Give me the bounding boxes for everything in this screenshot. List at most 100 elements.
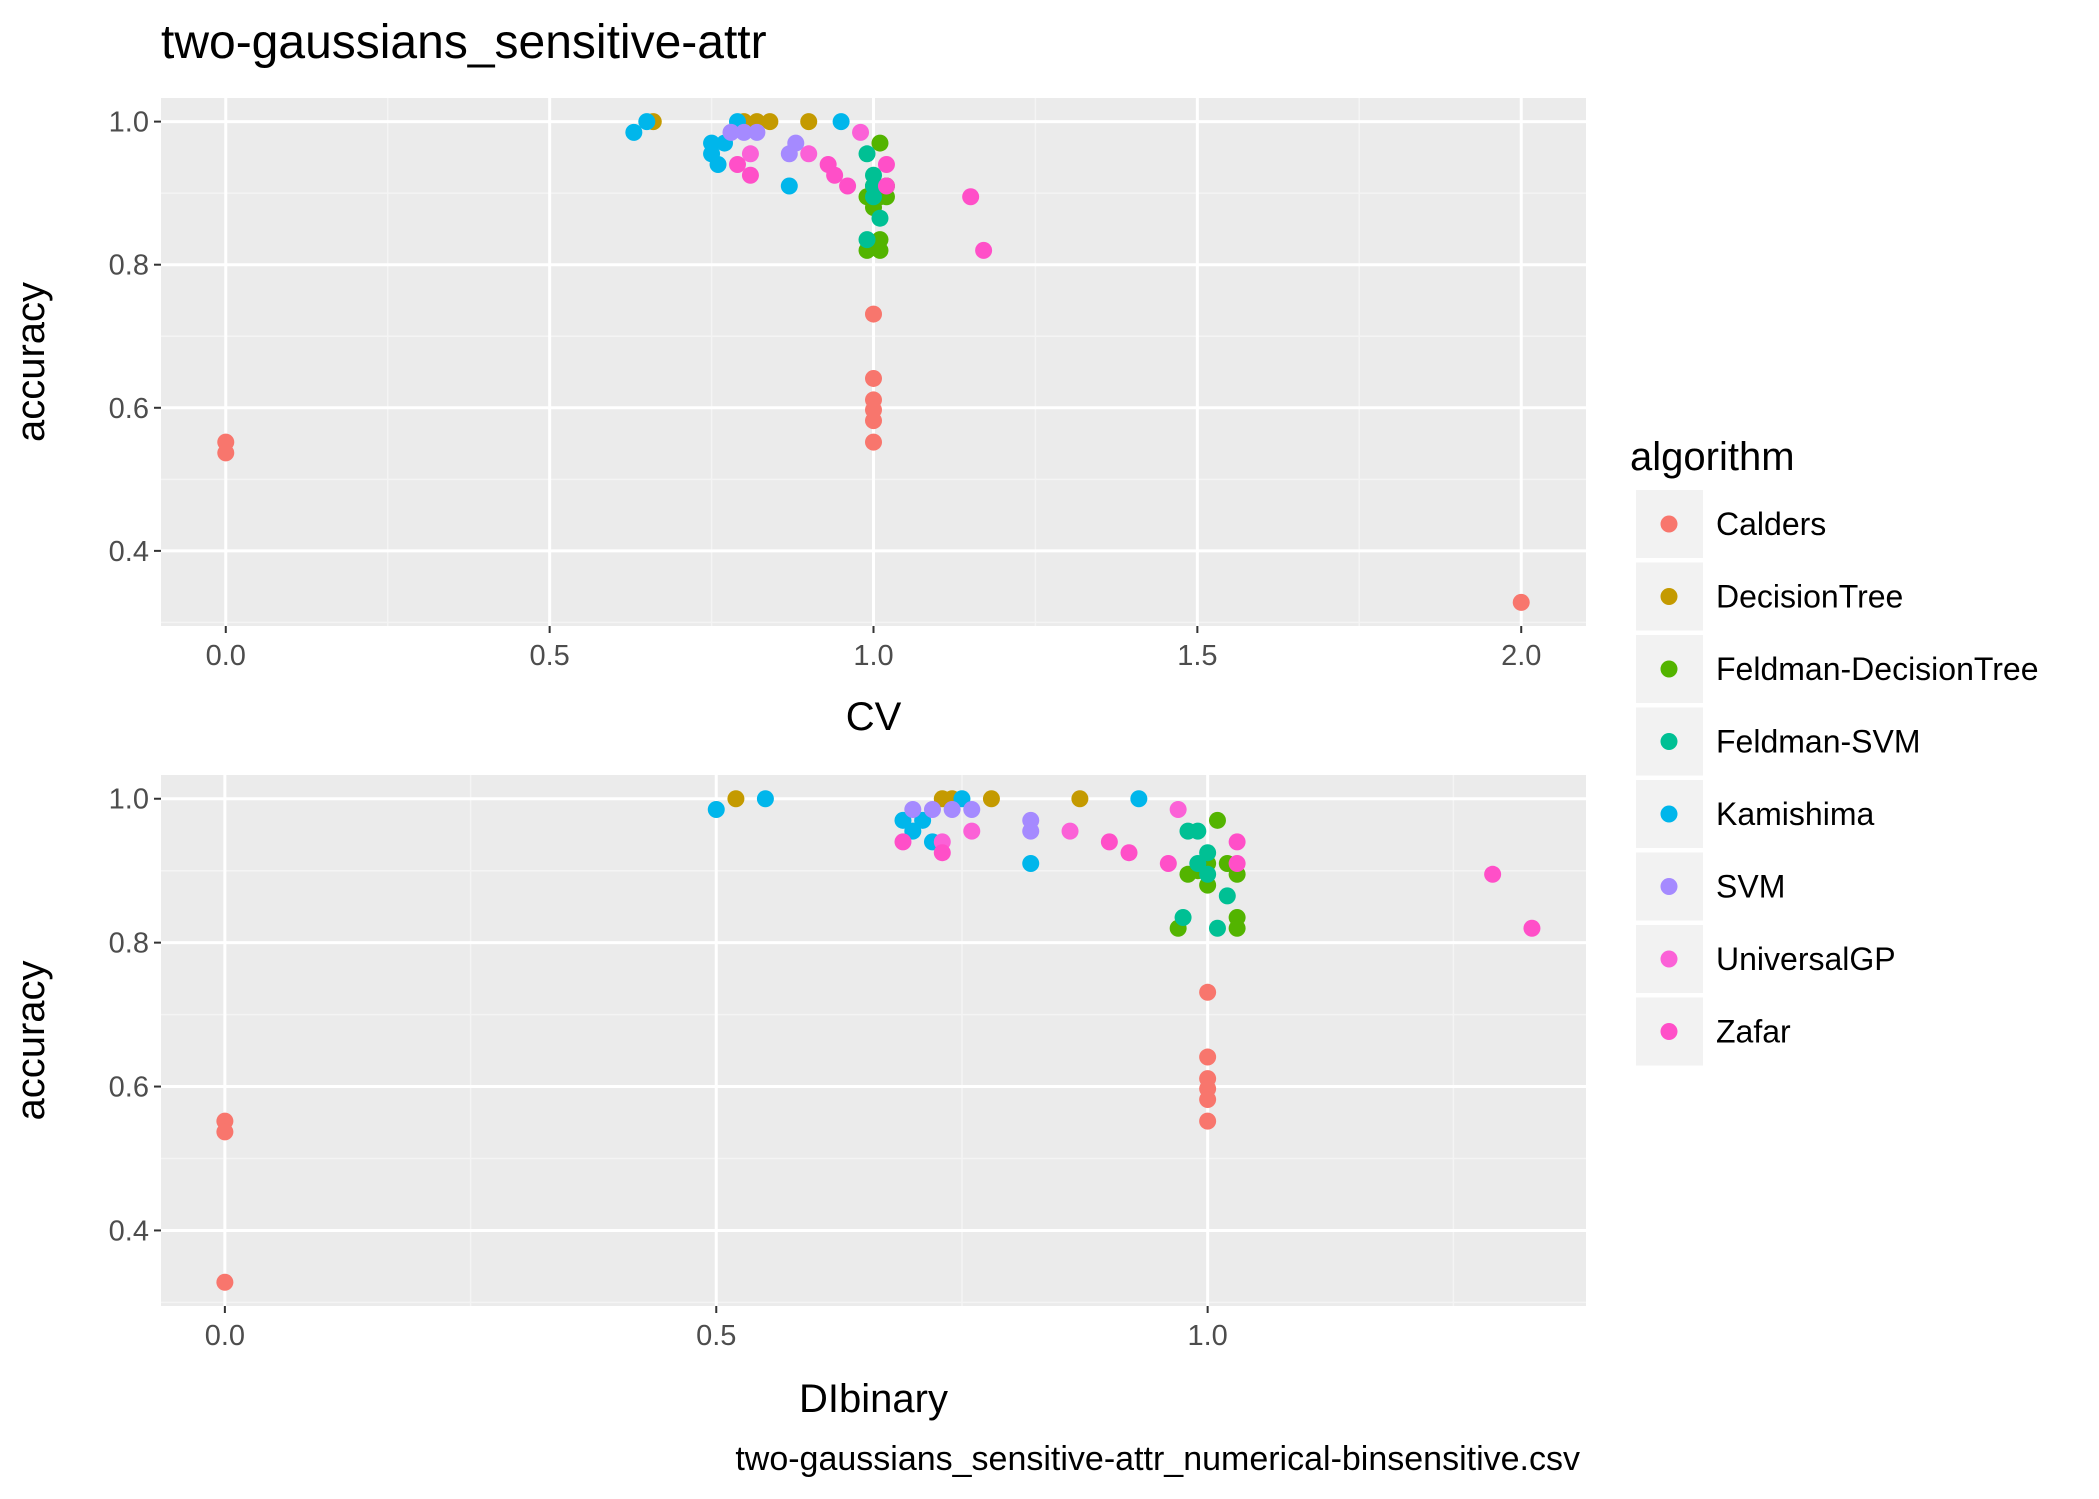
legend-item: Feldman-DecisionTree bbox=[1636, 635, 2038, 703]
data-point bbox=[1228, 919, 1246, 937]
series-svm bbox=[904, 801, 1040, 840]
data-point bbox=[904, 822, 922, 840]
legend: algorithm Calders DecisionTree Feldman-Deci… bbox=[1630, 435, 2038, 1066]
data-point bbox=[871, 209, 889, 227]
legend-label: Calders bbox=[1716, 506, 1826, 542]
legend-label: Feldman-SVM bbox=[1716, 724, 1921, 760]
y-tick-label: 1.0 bbox=[109, 784, 149, 816]
panels: 0.0 0.5 1.0 1.5 2.00.40.60.81.0CVaccuracy0.0… bbox=[9, 98, 1586, 1421]
data-point bbox=[761, 113, 779, 131]
series-calders bbox=[217, 305, 1530, 611]
x-tick-label: 0.5 bbox=[696, 1320, 736, 1352]
data-point bbox=[975, 241, 993, 259]
data-point bbox=[962, 188, 980, 206]
data-point bbox=[1199, 1091, 1217, 1108]
series-zafar bbox=[894, 833, 1541, 937]
series-feldman-svm bbox=[1174, 822, 1236, 937]
data-point bbox=[1100, 833, 1118, 851]
x-tick-label: 0.0 bbox=[205, 1320, 245, 1352]
data-point bbox=[741, 145, 759, 163]
legend-swatch bbox=[1660, 660, 1678, 678]
data-point bbox=[894, 833, 912, 851]
legend-swatch bbox=[1660, 805, 1678, 823]
legend-item: Kamishima bbox=[1636, 780, 1874, 848]
data-point bbox=[216, 1273, 234, 1291]
plot-title: two-gaussians_sensitive-attr bbox=[161, 16, 767, 69]
data-point bbox=[722, 123, 740, 141]
x-tick-label: 2.0 bbox=[1501, 640, 1541, 672]
data-point bbox=[707, 801, 725, 819]
x-tick-label: 0.5 bbox=[529, 640, 569, 672]
legend-swatch bbox=[1660, 588, 1678, 605]
data-point bbox=[826, 166, 844, 184]
data-point bbox=[756, 790, 774, 808]
legend-item: SVM bbox=[1636, 852, 1785, 921]
data-point bbox=[865, 369, 882, 387]
data-point bbox=[963, 822, 981, 840]
data-point bbox=[1199, 1048, 1217, 1066]
data-point bbox=[839, 177, 857, 195]
data-point bbox=[832, 113, 850, 131]
series-universalgp bbox=[741, 123, 870, 163]
data-point bbox=[1071, 790, 1089, 808]
data-point bbox=[852, 123, 870, 141]
y-tick-label: 0.6 bbox=[109, 393, 149, 425]
y-axis-title: accuracy bbox=[9, 960, 53, 1120]
data-point bbox=[1199, 983, 1217, 1001]
data-point bbox=[727, 790, 745, 808]
data-point bbox=[858, 145, 876, 163]
data-point bbox=[1199, 1112, 1217, 1130]
legend-label: Kamishima bbox=[1716, 796, 1874, 832]
data-point bbox=[1208, 811, 1226, 829]
data-point bbox=[865, 412, 882, 430]
data-point bbox=[933, 844, 951, 862]
data-point bbox=[800, 145, 818, 163]
panel-2: 0.0 0.5 1.0 0.4 0.6 0.8 1.0 DIbinary accuracy bbox=[9, 775, 1586, 1421]
data-point bbox=[982, 790, 1000, 808]
legend-item: Calders bbox=[1636, 490, 1826, 558]
data-point bbox=[877, 177, 895, 195]
data-point bbox=[923, 801, 941, 819]
y-tick-label: 0.6 bbox=[109, 1072, 149, 1104]
legend-swatch bbox=[1660, 878, 1678, 895]
data-point bbox=[943, 801, 961, 819]
panel-1: 0.0 0.5 1.0 1.5 2.0 0.4 0.6 0.8 1.0 CV accuracy bbox=[9, 98, 1586, 739]
data-point bbox=[865, 433, 882, 451]
data-point bbox=[1189, 855, 1207, 872]
x-tick-label: 1.0 bbox=[853, 640, 893, 672]
data-point bbox=[1169, 801, 1187, 819]
x-tick-label: 0.0 bbox=[206, 640, 246, 672]
data-point bbox=[216, 1123, 234, 1141]
series-decisiontree bbox=[727, 790, 1089, 808]
data-point bbox=[1022, 855, 1040, 872]
data-point bbox=[787, 134, 805, 152]
data-point bbox=[780, 177, 798, 195]
y-tick-label: 0.4 bbox=[109, 536, 149, 568]
series-svm bbox=[722, 123, 805, 163]
y-tick-label: 0.8 bbox=[109, 928, 149, 960]
legend-swatch bbox=[1660, 950, 1678, 968]
data-point bbox=[1022, 822, 1040, 840]
data-point bbox=[728, 156, 746, 174]
legend-item: Zafar bbox=[1636, 997, 1791, 1066]
data-point bbox=[1512, 593, 1530, 611]
legend-title: algorithm bbox=[1630, 435, 1795, 479]
data-point bbox=[1159, 855, 1177, 872]
data-point bbox=[735, 123, 753, 141]
y-tick-label: 0.8 bbox=[109, 250, 149, 282]
legend-item: Feldman-SVM bbox=[1636, 707, 1921, 776]
series-zafar bbox=[728, 156, 993, 259]
data-point bbox=[865, 188, 882, 206]
data-point bbox=[1228, 833, 1246, 851]
data-point bbox=[871, 134, 889, 152]
data-point bbox=[1208, 919, 1226, 937]
legend-item: UniversalGP bbox=[1636, 925, 1896, 993]
data-point bbox=[1189, 822, 1207, 840]
data-point bbox=[1523, 919, 1541, 937]
data-point bbox=[748, 123, 766, 141]
series-calders bbox=[216, 983, 1217, 1291]
data-point bbox=[217, 444, 235, 462]
legend-swatch bbox=[1660, 515, 1678, 533]
legend-label: Zafar bbox=[1716, 1014, 1791, 1050]
